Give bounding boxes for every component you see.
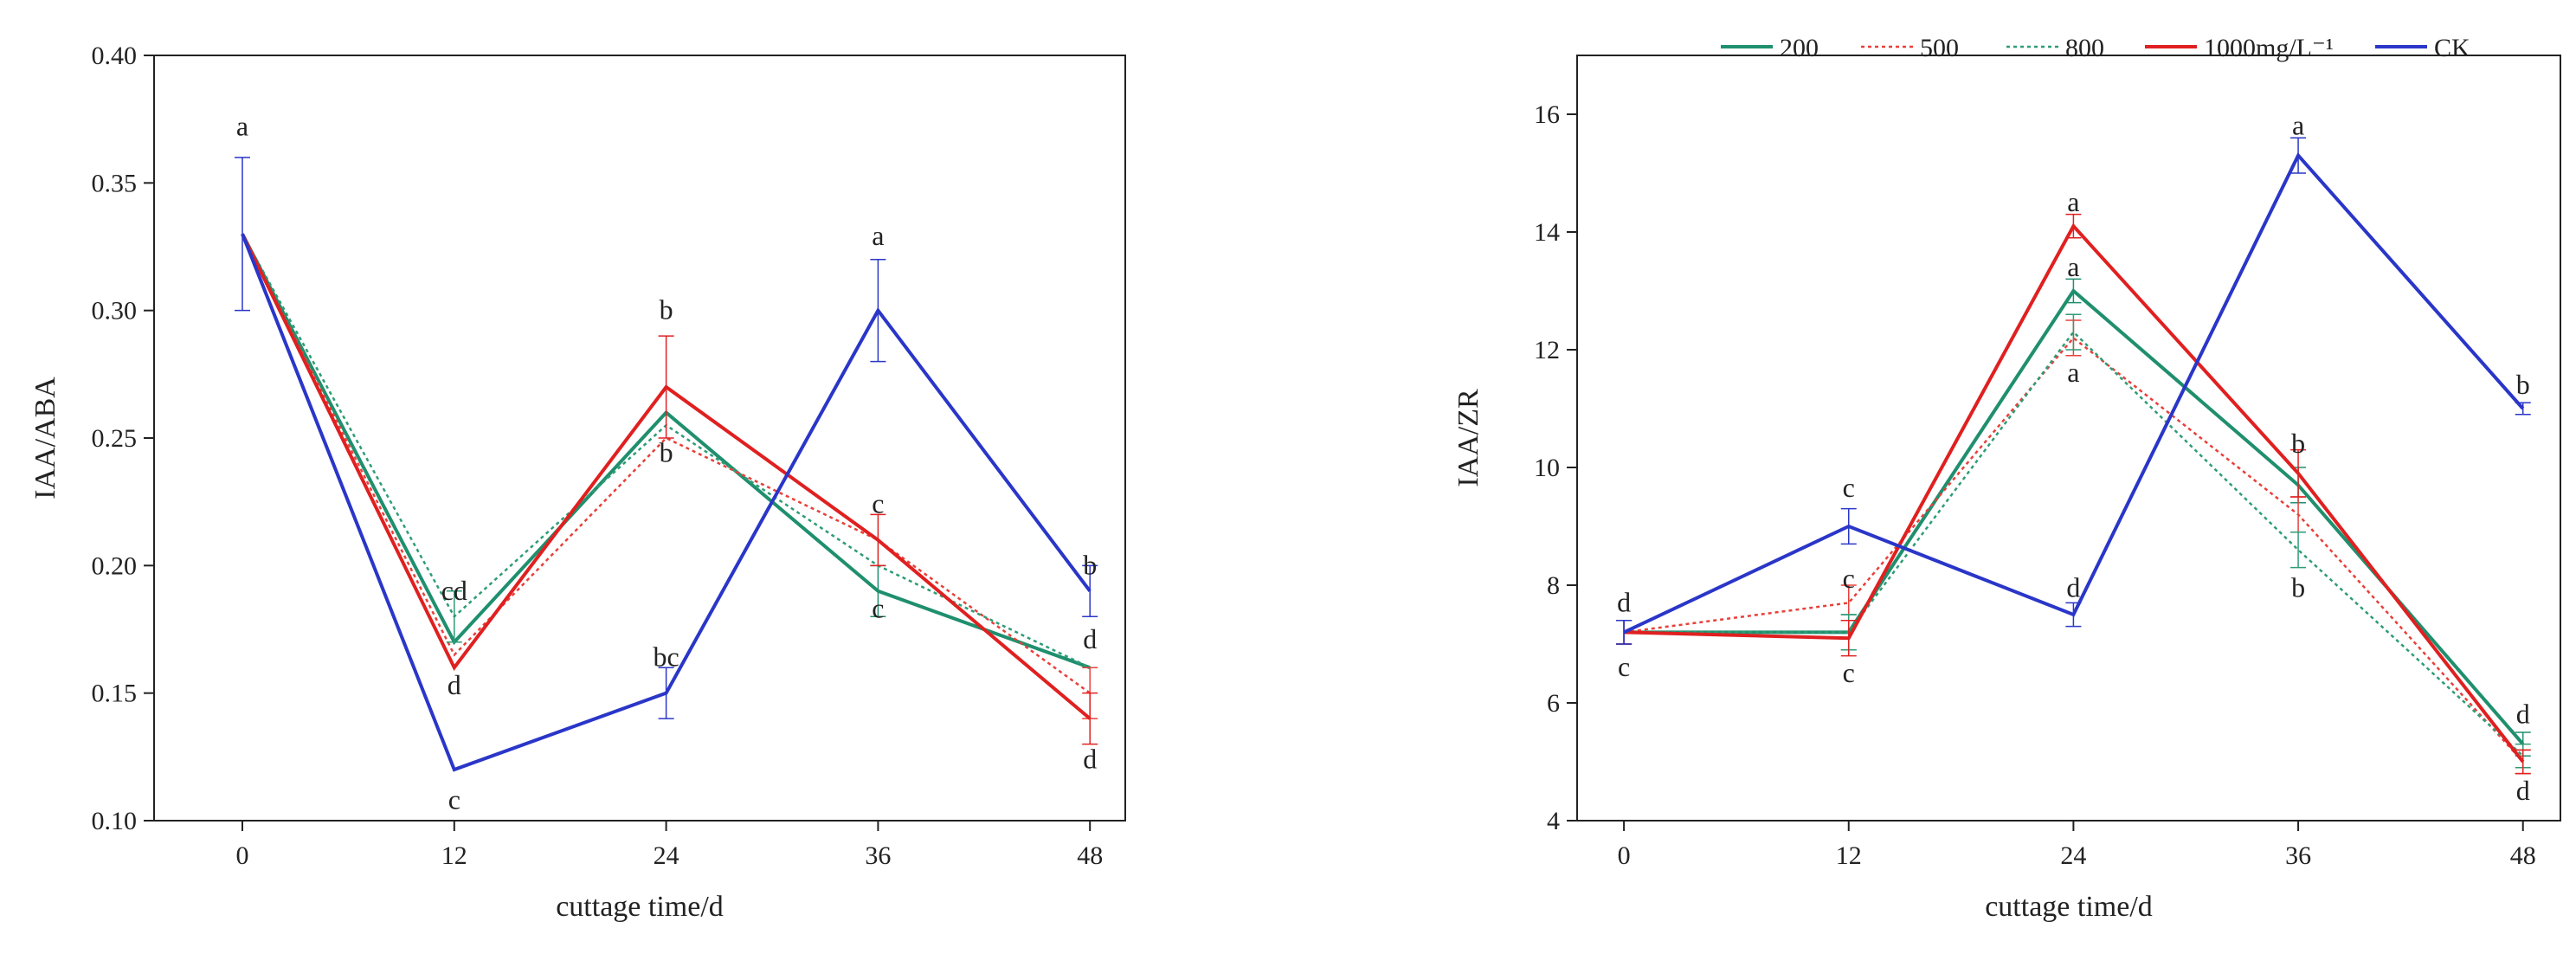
y-tick-label: 8 — [1547, 571, 1560, 600]
significance-label: b — [1083, 549, 1097, 580]
significance-label: c — [872, 488, 884, 519]
significance-label: cd — [441, 575, 467, 606]
x-tick-label: 0 — [1618, 841, 1631, 870]
y-tick-label: 0.20 — [92, 551, 138, 580]
y-tick-label: 14 — [1534, 218, 1560, 247]
plot-frame — [1576, 55, 2561, 822]
legend-label: 1000mg/L⁻¹ — [2204, 34, 2334, 62]
significance-label: a — [2292, 110, 2304, 141]
significance-label: d — [2516, 775, 2530, 806]
significance-label: d — [448, 669, 461, 700]
y-tick-label: 0.30 — [92, 297, 138, 325]
y-tick-label: 16 — [1534, 100, 1560, 129]
y-axis-label: IAA/ABA — [29, 377, 61, 499]
significance-label: d — [1617, 586, 1631, 617]
plot-frame — [153, 55, 1126, 822]
x-tick-label: 12 — [441, 841, 467, 870]
legend-label: CK — [2434, 34, 2470, 62]
series-line-1 — [1623, 336, 2524, 763]
significance-label: c — [872, 592, 884, 623]
significance-label: d — [2066, 571, 2080, 602]
significance-label: c — [1618, 651, 1630, 682]
x-axis-label: cuttage time/d — [556, 891, 724, 923]
y-tick-label: 0.10 — [92, 807, 138, 835]
y-tick-label: 12 — [1534, 336, 1560, 364]
chart-iaa-zr: 0 12 24 36 48 4 6 8 10 12 14 16 cuttage time/d IAA/ZR… — [1452, 55, 2561, 923]
significance-label: a — [2067, 251, 2079, 282]
x-tick-label: 0 — [236, 841, 249, 870]
y-tick-label: 0.25 — [92, 424, 138, 453]
significance-label: a — [2067, 186, 2079, 217]
significance-label: c — [1843, 657, 1855, 688]
significance-label: d — [2516, 699, 2530, 730]
chart-iaa-aba: 0 12 24 36 48 0.10 0.15 0.20 0.25 0.30 0.35 0.40 cut… — [29, 42, 1126, 923]
y-tick-label: 0.35 — [92, 169, 138, 197]
y-tick-label: 0.40 — [92, 42, 138, 70]
significance-label: bc — [653, 641, 679, 672]
y-tick-label: 0.15 — [92, 680, 138, 708]
legend: 200 500 800 1000mg/L⁻¹ CK — [1721, 34, 2470, 62]
significance-label: a — [872, 220, 884, 251]
x-tick-label: 24 — [654, 841, 679, 870]
series-line-3 — [1624, 222, 2525, 764]
significance-label: a — [2067, 357, 2079, 388]
y-tick-label: 10 — [1534, 454, 1560, 482]
significance-label: b — [2291, 571, 2305, 602]
x-tick-label: 48 — [1077, 841, 1103, 870]
x-tick-label: 48 — [2510, 841, 2536, 870]
significance-label: c — [1843, 563, 1855, 594]
significance-label: b — [660, 437, 673, 468]
series-line-2 — [1624, 330, 2524, 757]
x-axis-label: cuttage time/d — [1985, 891, 2153, 923]
x-tick-label: 24 — [2060, 841, 2086, 870]
significance-label: c — [1843, 472, 1855, 503]
x-tick-label: 36 — [865, 841, 891, 870]
series-line-1 — [241, 233, 1091, 694]
legend-label: 200 — [1780, 34, 1819, 62]
significance-label: b — [2291, 428, 2305, 459]
significance-label: b — [2516, 369, 2530, 400]
x-tick-label: 36 — [2285, 841, 2311, 870]
x-tick-label: 12 — [1836, 841, 1862, 870]
significance-label: b — [660, 294, 673, 325]
significance-label: c — [448, 783, 460, 815]
y-axis-label: IAA/ZR — [1452, 389, 1484, 487]
legend-label: 800 — [2065, 34, 2104, 62]
y-tick-label: 6 — [1547, 689, 1560, 718]
legend-label: 500 — [1920, 34, 1959, 62]
significance-label: a — [236, 111, 248, 142]
significance-label: d — [1083, 623, 1097, 654]
significance-label: d — [1083, 743, 1097, 774]
y-tick-label: 4 — [1547, 807, 1560, 835]
